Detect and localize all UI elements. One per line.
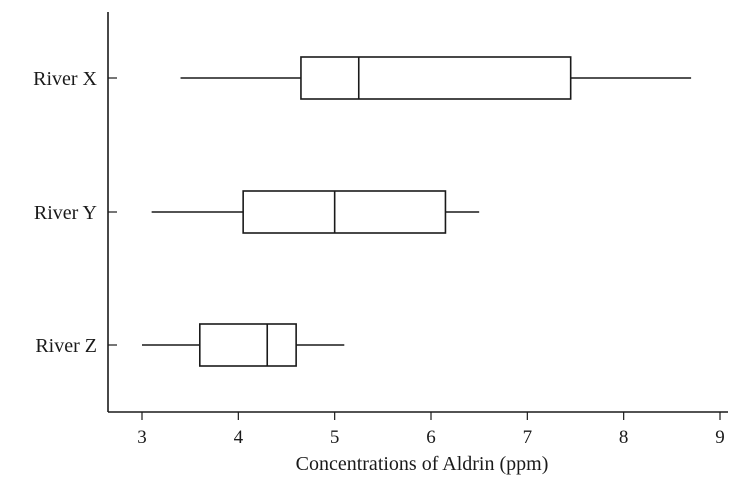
x-tick-label: 6 — [426, 427, 436, 448]
x-tick-label: 3 — [137, 427, 147, 448]
box-plot-river-z — [142, 323, 345, 367]
category-label: River Z — [35, 335, 97, 357]
x-tick-label: 8 — [619, 427, 629, 448]
box-plot-river-y — [151, 190, 480, 234]
iqr-box — [300, 56, 572, 100]
x-axis-title: Concentrations of Aldrin (ppm) — [296, 453, 549, 475]
x-tick-label: 4 — [234, 427, 244, 448]
box-series — [142, 56, 692, 367]
box-plot-river-x — [180, 56, 692, 100]
category-label: River X — [33, 68, 97, 90]
x-tick-label: 5 — [330, 427, 340, 448]
iqr-box — [242, 190, 447, 234]
category-label: River Y — [34, 202, 97, 224]
x-tick-label: 7 — [523, 427, 533, 448]
category-labels: River X River Y River Z — [33, 68, 117, 357]
iqr-box — [199, 323, 297, 367]
x-ticks: 3 4 5 6 7 8 9 — [137, 412, 725, 448]
x-tick-label: 9 — [715, 427, 725, 448]
